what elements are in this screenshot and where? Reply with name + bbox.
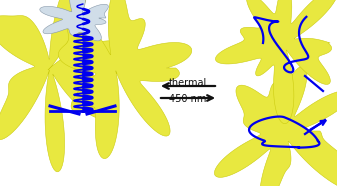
Text: 450 nm: 450 nm [169, 94, 207, 104]
Polygon shape [215, 0, 337, 124]
Polygon shape [214, 66, 337, 186]
Polygon shape [58, 0, 192, 159]
Polygon shape [0, 0, 122, 172]
Text: thermal: thermal [169, 78, 207, 88]
Polygon shape [40, 0, 109, 41]
